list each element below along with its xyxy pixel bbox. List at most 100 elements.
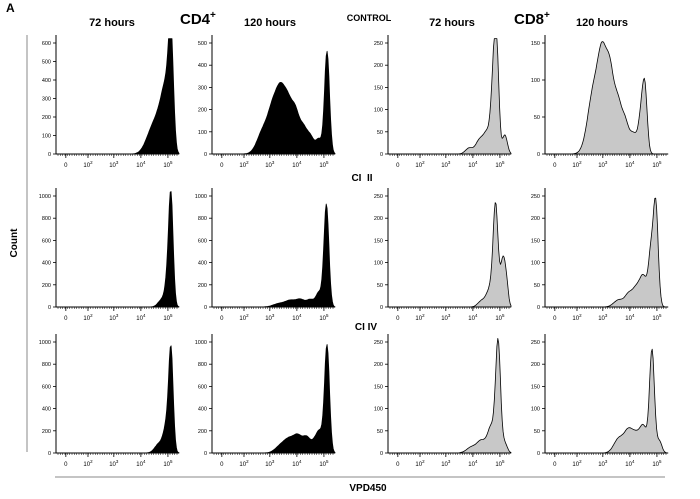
y-tick-label: 200 [198,429,207,435]
x-tick-label: 105 [319,160,329,169]
x-tick-label: 102 [572,313,582,322]
x-tick-label: 104 [292,459,302,468]
y-tick-label: 100 [531,261,540,267]
x-tick-label: 105 [163,160,173,169]
y-tick-label: 150 [531,41,540,47]
x-tick-label: 103 [265,160,275,169]
histogram-area [55,38,180,155]
x-tick-label: 102 [83,313,93,322]
y-tick-label: 100 [531,78,540,84]
x-tick-label: 0 [64,316,68,322]
y-tick-label: 100 [374,108,383,114]
x-tick-label: 104 [625,459,635,468]
histogram-panel: 0 50 100 150 0 102 103 104 105 [531,35,669,169]
y-tick-label: 150 [374,384,383,390]
y-tick-label: 0 [48,305,51,311]
histogram-panel: 0 100 200 300 400 500 0 102 103 104 105 [198,35,336,169]
row-label-ci-ii: CI II [351,173,372,184]
x-tick-label: 103 [441,459,451,468]
histogram-panel: 0 50 100 150 200 250 0 102 103 104 105 [374,188,512,322]
x-tick-label: 104 [625,160,635,169]
x-tick-label: 102 [83,459,93,468]
y-tick-label: 400 [42,261,51,267]
y-tick-label: 50 [377,130,383,136]
x-tick-label: 102 [572,459,582,468]
histogram-area [387,338,512,454]
x-tick-label: 0 [553,316,557,322]
x-tick-label: 103 [441,313,451,322]
x-tick-label: 0 [220,316,224,322]
histogram-area [55,345,180,454]
y-axis-title: Count [9,228,20,258]
y-tick-label: 200 [374,362,383,368]
histogram-panel: 0 100 200 300 400 500 600 0 102 103 104 105 [42,35,180,169]
x-tick-label: 104 [625,313,635,322]
histogram-area [544,197,669,308]
group-title-cd4-name: CD4 [180,11,211,28]
y-tick-label: 200 [42,283,51,289]
y-tick-label: 500 [42,60,51,66]
y-tick-label: 600 [42,41,51,47]
y-tick-label: 0 [380,451,383,457]
column-title-cd4-120h: 120 hours [244,17,296,29]
y-tick-label: 600 [42,238,51,244]
y-tick-label: 0 [537,152,540,158]
y-tick-label: 150 [531,384,540,390]
y-tick-label: 200 [42,115,51,121]
x-tick-label: 104 [468,313,478,322]
x-tick-label: 103 [598,313,608,322]
x-tick-label: 105 [495,313,505,322]
y-tick-label: 1000 [39,340,51,346]
group-title-cd8-name: CD8 [514,11,544,28]
x-tick-label: 105 [163,313,173,322]
x-tick-label: 103 [109,459,119,468]
x-tick-label: 105 [319,459,329,468]
y-tick-label: 500 [198,41,207,47]
y-tick-label: 250 [531,194,540,200]
histogram-panel: 0 200 400 600 800 1000 0 102 103 104 105 [39,188,180,322]
y-tick-label: 600 [42,384,51,390]
histogram-area [387,38,512,155]
y-tick-label: 0 [380,305,383,311]
y-tick-label: 0 [380,152,383,158]
y-tick-label: 50 [534,115,540,121]
y-tick-label: 1000 [195,340,207,346]
x-tick-label: 0 [64,462,68,468]
y-tick-label: 1000 [39,194,51,200]
y-tick-label: 0 [537,305,540,311]
x-tick-label: 0 [220,462,224,468]
y-tick-label: 200 [198,283,207,289]
y-tick-label: 300 [198,85,207,91]
x-tick-label: 104 [292,313,302,322]
histogram-panel: 0 200 400 600 800 1000 0 102 103 104 105 [39,334,180,468]
x-tick-label: 105 [319,313,329,322]
y-tick-label: 0 [48,152,51,158]
y-tick-label: 600 [198,238,207,244]
x-tick-label: 102 [239,313,249,322]
y-tick-label: 0 [204,451,207,457]
y-tick-label: 400 [42,407,51,413]
y-tick-label: 0 [48,451,51,457]
x-tick-label: 102 [572,160,582,169]
x-tick-label: 102 [239,459,249,468]
histogram-panel: 0 200 400 600 800 1000 0 102 103 104 105 [195,188,336,322]
y-tick-label: 400 [198,261,207,267]
y-tick-label: 50 [534,429,540,435]
x-tick-label: 105 [652,313,662,322]
y-tick-label: 800 [198,216,207,222]
y-tick-label: 150 [531,238,540,244]
y-tick-label: 150 [374,238,383,244]
histogram-area [387,202,512,308]
y-tick-label: 200 [42,429,51,435]
x-tick-label: 104 [136,459,146,468]
x-tick-label: 102 [415,160,425,169]
x-tick-label: 103 [109,160,119,169]
x-tick-label: 0 [64,163,68,169]
x-tick-label: 104 [468,459,478,468]
y-tick-label: 100 [374,407,383,413]
x-tick-label: 104 [292,160,302,169]
x-tick-label: 0 [396,316,400,322]
y-tick-label: 100 [531,407,540,413]
